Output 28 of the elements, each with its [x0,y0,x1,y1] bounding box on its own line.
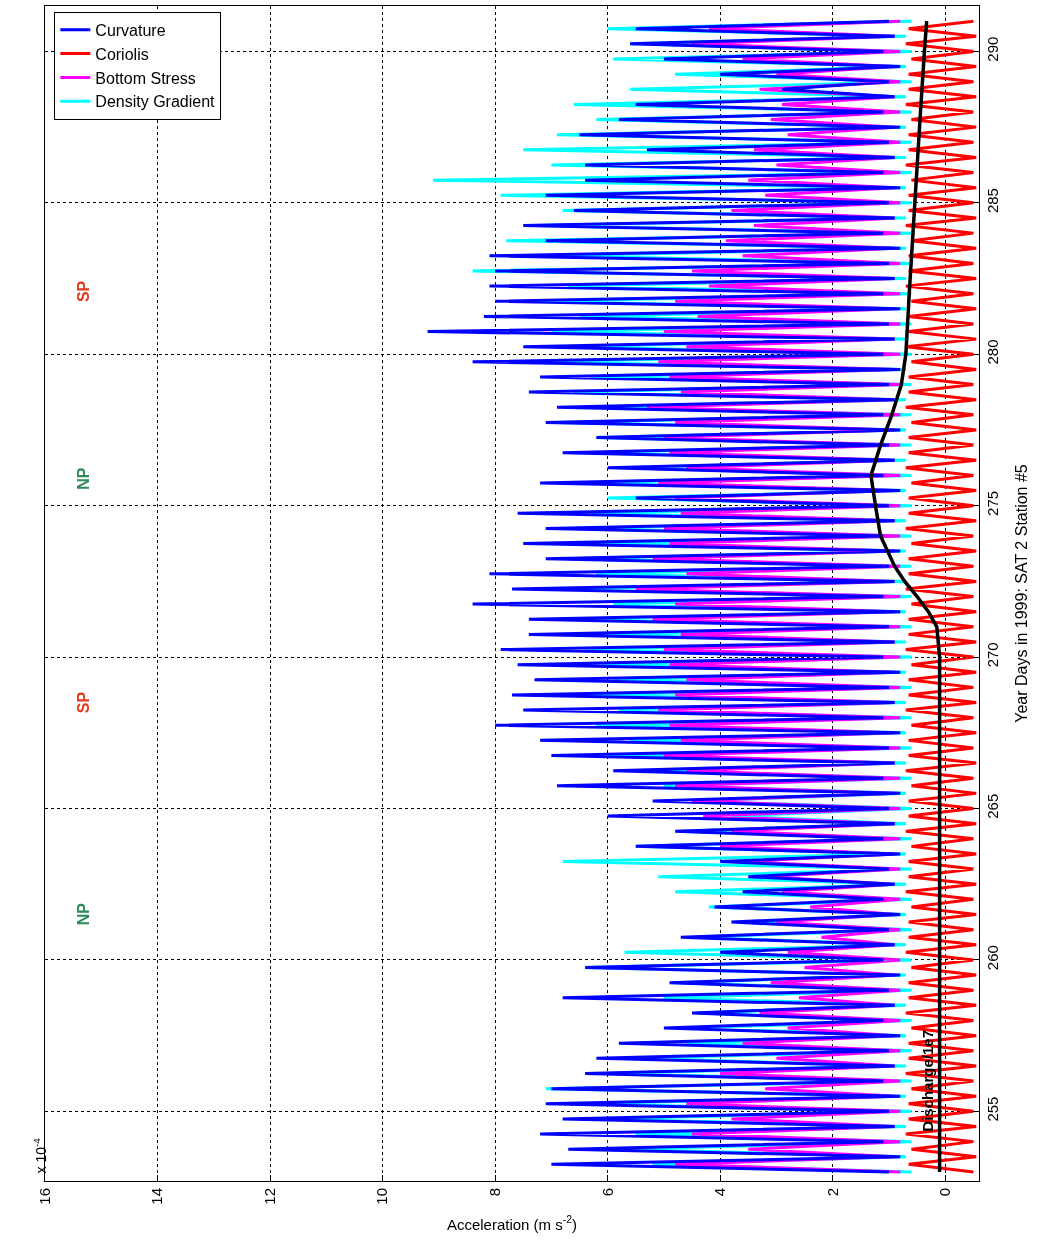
x-tick-label: 10 [373,1188,391,1205]
y-tick-label: 280 [984,339,1001,365]
y-tick-label: 270 [984,642,1001,668]
y-tick-label: 285 [984,188,1001,214]
y-tick-label: 265 [984,793,1001,819]
x-tick-label: 4 [711,1188,729,1197]
x-tick-label: 14 [148,1188,166,1205]
x-tick-label: 6 [598,1188,616,1197]
x-tick-label: 0 [936,1188,954,1197]
annotation: NP [74,902,92,926]
y-tick-label: 290 [984,36,1001,62]
legend-label: Bottom Stress [95,69,196,87]
annotation: NP [75,467,93,490]
y-axis-title: Year Days in 1999: SAT 2 Station #5 [1012,464,1030,723]
annotation: SP [74,280,92,303]
annotation: SP [74,691,92,714]
y-tick-label: 275 [984,490,1001,516]
y-tick-label: 260 [984,945,1001,971]
y-tick-label: 255 [984,1096,1001,1122]
legend-label: Density Gradient [95,93,216,111]
x-tick-label: 16 [35,1188,53,1205]
legend-label: Curvature [95,22,166,40]
x-tick-label: 12 [260,1188,278,1205]
legend-label: Coriolis [95,45,149,63]
x-axis-title: Acceleration (m s$^{-2}$) [446,1213,578,1233]
text: Discharge/1e7 [918,1029,936,1132]
x-tick-label: 8 [485,1188,503,1197]
x-tick-label: 2 [823,1188,841,1197]
